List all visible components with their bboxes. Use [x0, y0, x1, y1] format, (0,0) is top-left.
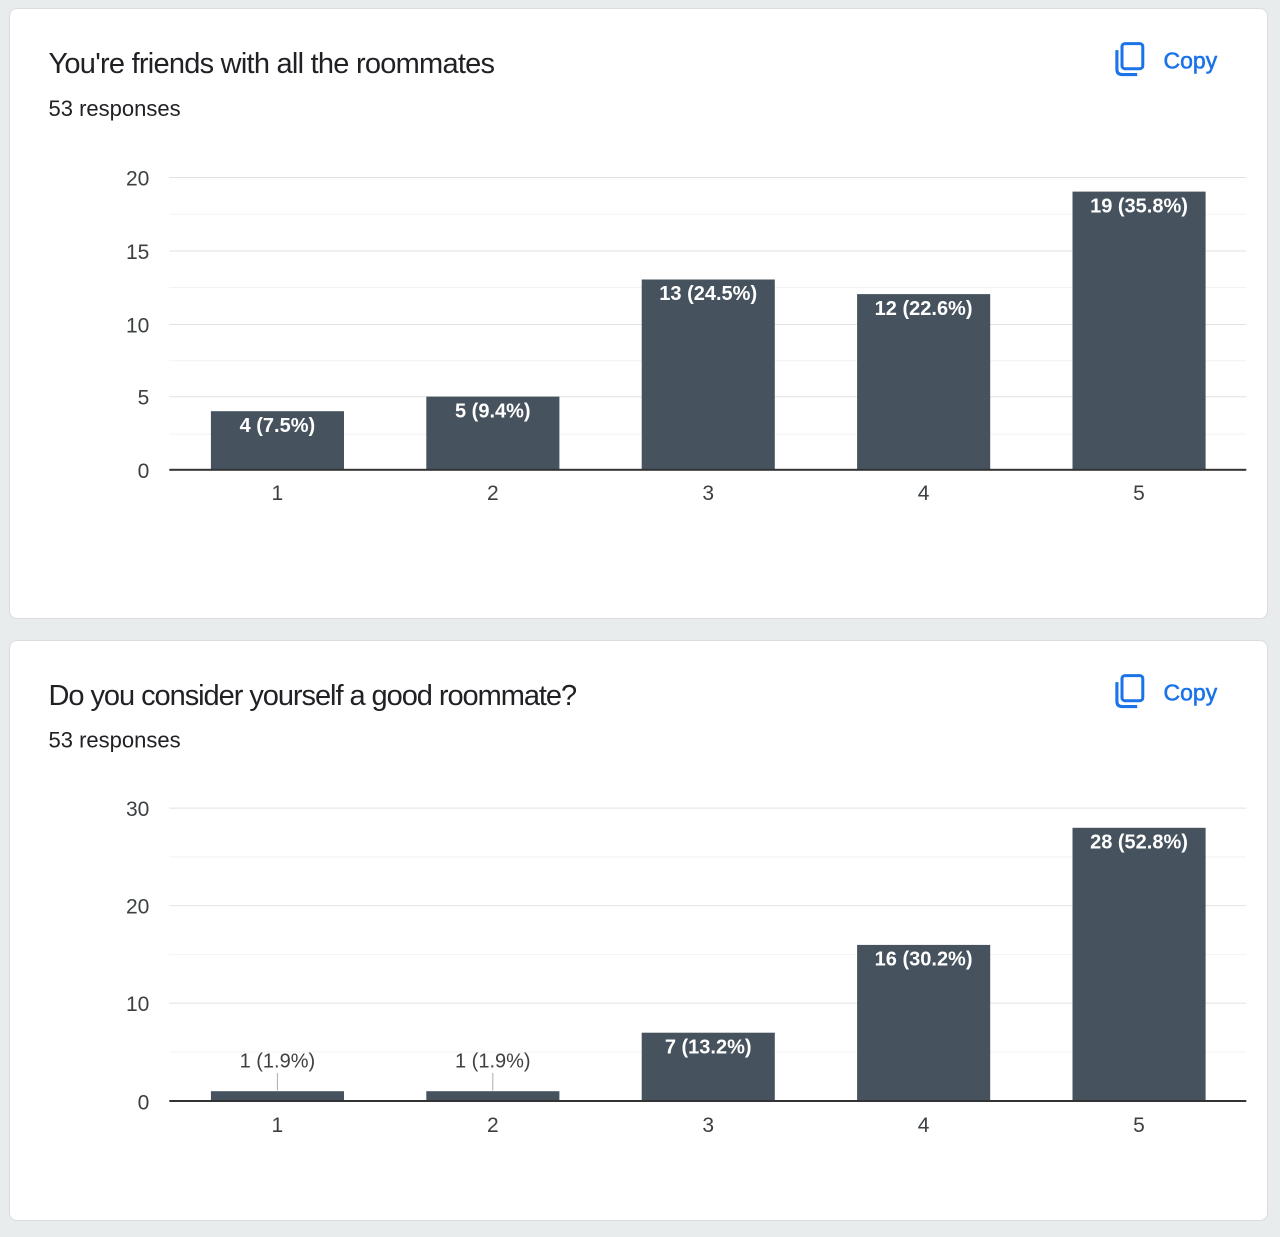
svg-text:5 (9.4%): 5 (9.4%): [455, 400, 531, 422]
svg-text:10: 10: [126, 993, 149, 1016]
svg-text:3: 3: [702, 1114, 714, 1137]
svg-text:Do you consider yourself a goo: Do you consider yourself a good roommate…: [49, 680, 578, 712]
svg-text:1 (1.9%): 1 (1.9%): [240, 1051, 316, 1073]
svg-text:2: 2: [487, 1114, 499, 1137]
svg-text:12 (22.6%): 12 (22.6%): [875, 298, 973, 320]
svg-text:20: 20: [126, 896, 149, 919]
svg-text:1: 1: [272, 1114, 284, 1137]
svg-text:5: 5: [1133, 1114, 1145, 1137]
svg-text:30: 30: [126, 798, 149, 821]
svg-text:13 (24.5%): 13 (24.5%): [659, 283, 757, 305]
svg-text:15: 15: [126, 241, 149, 264]
svg-text:4 (7.5%): 4 (7.5%): [240, 415, 316, 437]
svg-text:7 (13.2%): 7 (13.2%): [665, 1036, 752, 1058]
svg-text:53 responses: 53 responses: [49, 727, 181, 752]
svg-text:28 (52.8%): 28 (52.8%): [1090, 832, 1188, 854]
svg-text:19 (35.8%): 19 (35.8%): [1090, 195, 1188, 217]
svg-text:0: 0: [138, 1091, 150, 1114]
svg-text:16 (30.2%): 16 (30.2%): [875, 949, 973, 971]
svg-text:2: 2: [487, 482, 499, 505]
svg-text:1 (1.9%): 1 (1.9%): [455, 1051, 531, 1073]
svg-text:4: 4: [918, 482, 930, 505]
svg-text:10: 10: [126, 314, 149, 337]
svg-text:Copy: Copy: [1164, 47, 1218, 73]
svg-text:3: 3: [702, 482, 714, 505]
svg-text:53 responses: 53 responses: [49, 96, 181, 121]
svg-text:5: 5: [1133, 482, 1145, 505]
svg-text:0: 0: [138, 460, 150, 483]
svg-text:4: 4: [918, 1114, 930, 1137]
svg-text:5: 5: [138, 387, 150, 410]
svg-text:1: 1: [272, 482, 284, 505]
svg-text:You're friends with all the ro: You're friends with all the roommates: [49, 48, 495, 80]
svg-text:Copy: Copy: [1164, 679, 1218, 705]
svg-text:20: 20: [126, 167, 149, 190]
